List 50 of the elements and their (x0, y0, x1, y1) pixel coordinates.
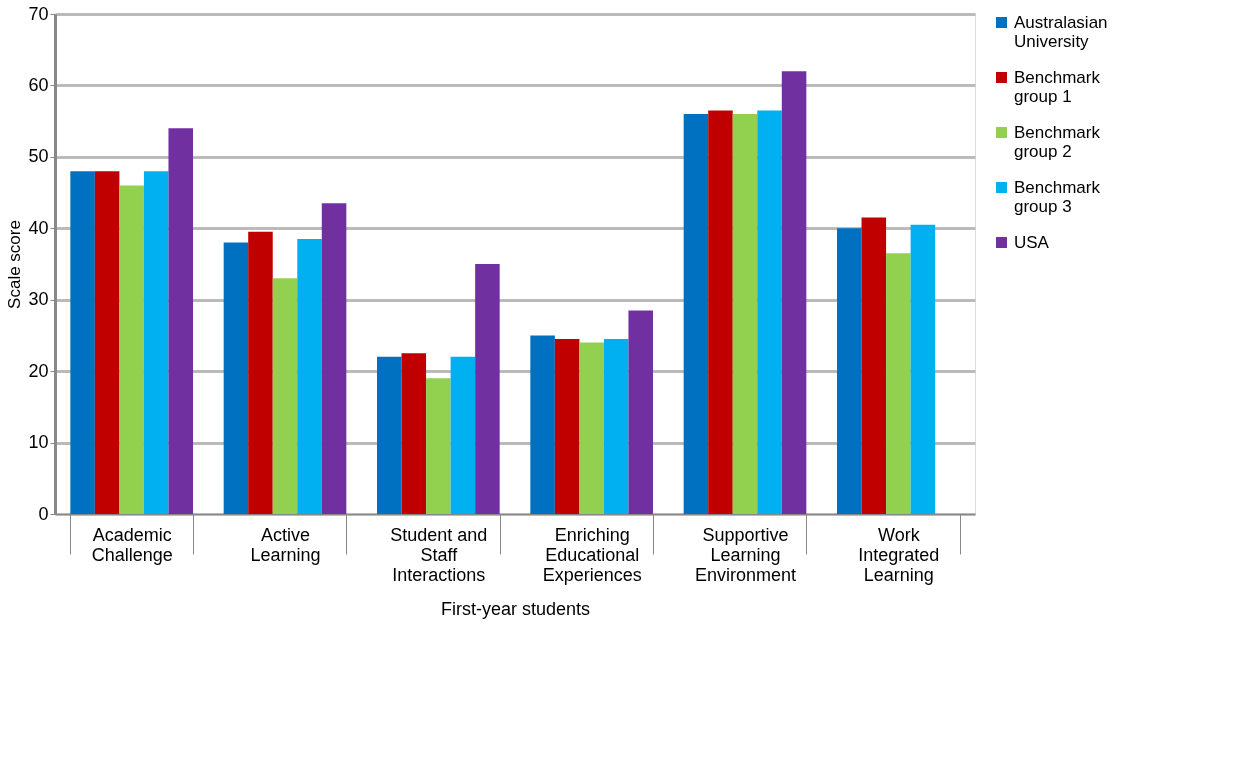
bar (530, 335, 555, 514)
legend-label: Benchmark group 2 (1014, 122, 1101, 161)
y-tick-label: 20 (28, 360, 49, 381)
x-tick-label: Enriching Educational Experiences (542, 524, 642, 585)
bar (426, 378, 451, 514)
y-tick-label: 10 (28, 432, 49, 453)
bar (248, 231, 273, 514)
x-tick-label: Student and Staff Interactions (390, 524, 488, 585)
bar (683, 114, 709, 514)
bar (321, 203, 347, 514)
x-tick-label: Active Learning (250, 524, 321, 565)
legend-label: Benchmark group 1 (1014, 67, 1101, 106)
y-tick-label: 40 (28, 217, 49, 238)
bar (94, 171, 120, 514)
y-tick-label: 50 (28, 146, 49, 167)
bar (401, 353, 427, 514)
x-tick-label: Academic Challenge (91, 524, 173, 565)
bar (886, 253, 911, 514)
bar (861, 217, 887, 514)
bar (377, 356, 402, 514)
bar (603, 339, 629, 514)
bar (554, 339, 580, 514)
bar (223, 242, 249, 514)
legend-label: USA (1014, 232, 1050, 252)
bar (732, 114, 758, 514)
bar (272, 278, 298, 514)
bar (70, 171, 95, 514)
bar (837, 228, 862, 514)
y-tick-label: 30 (28, 289, 49, 310)
x-tick-label: Supportive Learning Environment (694, 524, 797, 585)
bar (757, 110, 782, 514)
bar (628, 310, 653, 514)
bar (579, 342, 604, 514)
bar (297, 239, 322, 514)
bar (168, 128, 193, 514)
y-tick-label: 70 (28, 3, 49, 24)
legend-label: Benchmark group 3 (1014, 177, 1101, 216)
x-axis-title: First-year students (440, 598, 591, 619)
x-tick-label: Work Integrated Learning (858, 524, 940, 585)
y-tick-label: 0 (38, 503, 49, 524)
bar (143, 171, 169, 514)
bar (475, 264, 500, 514)
bar (781, 71, 807, 514)
legend-label: Australasian University (1014, 12, 1108, 51)
y-tick-label: 60 (28, 74, 49, 95)
bar (119, 185, 144, 514)
bar (708, 110, 733, 514)
y-axis-title: Scale score (5, 220, 25, 309)
bar (450, 356, 476, 514)
bar (910, 224, 936, 514)
